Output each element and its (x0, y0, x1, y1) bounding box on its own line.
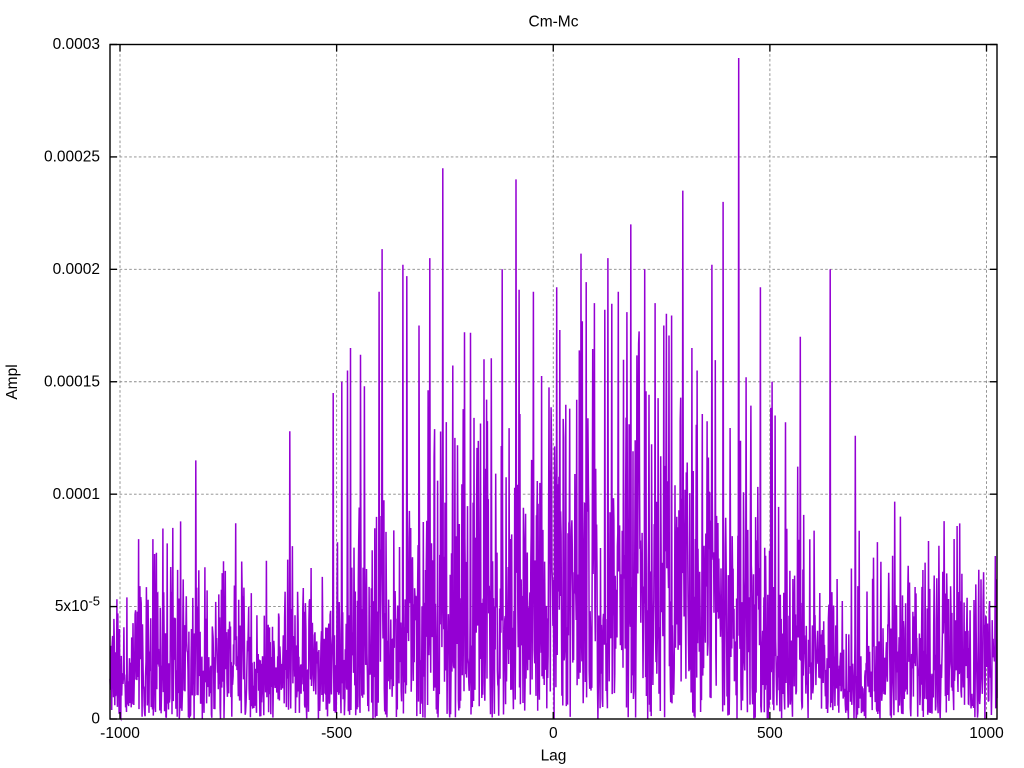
svg-text:Lag: Lag (541, 748, 567, 765)
svg-text:0.00025: 0.00025 (44, 149, 100, 166)
svg-text:0.00015: 0.00015 (44, 373, 100, 390)
svg-text:Ampl: Ampl (4, 364, 21, 399)
svg-text:0: 0 (91, 711, 100, 728)
svg-text:0.0001: 0.0001 (53, 486, 100, 503)
svg-text:0.0002: 0.0002 (53, 261, 100, 278)
svg-text:0: 0 (549, 725, 558, 742)
svg-text:1000: 1000 (969, 725, 1004, 742)
svg-text:Cm-Mc: Cm-Mc (529, 14, 579, 31)
svg-text:-500: -500 (321, 725, 352, 742)
svg-text:0.0003: 0.0003 (53, 36, 100, 53)
svg-text:-1000: -1000 (100, 725, 140, 742)
svg-text:500: 500 (757, 725, 783, 742)
